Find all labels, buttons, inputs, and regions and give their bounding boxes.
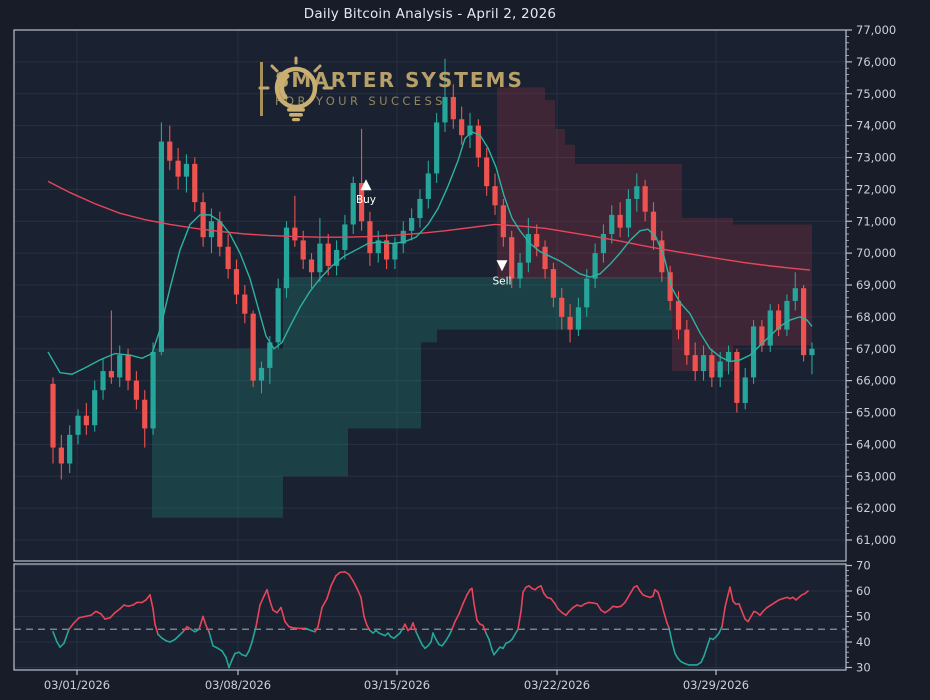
chart-title: Daily Bitcoin Analysis - April 2, 2026 [303,6,557,22]
buy-marker: Buy [356,179,376,206]
oscillator-line [52,571,809,669]
lightbulb-icon [258,56,334,122]
date-tick-label: 03/15/2026 [364,678,430,692]
price-panel-border [13,29,847,562]
sell-label: Sell [493,275,512,287]
buy-triangle-icon [360,179,372,191]
price-tick-label: 76,000 [856,55,896,69]
price-tick-label: 72,000 [856,182,896,196]
price-tick-label: 66,000 [856,374,896,388]
price-tick-label: 73,000 [856,151,896,165]
price-tick-label: 77,000 [856,23,896,37]
price-tick-label: 65,000 [856,406,896,420]
date-axis: 03/01/2026 03/08/2026 03/15/2026 03/22/2026… [44,670,749,692]
price-tick-label: 69,000 [856,278,896,292]
price-tick-label: 68,000 [856,310,896,324]
price-tick-label: 63,000 [856,469,896,483]
logo-tagline: FOR YOUR SUCCESS [275,94,446,108]
oscillator-tick-label: 60 [856,584,871,598]
price-tick-label: 64,000 [856,437,896,451]
ema-line [47,131,813,375]
price-tick-label: 67,000 [856,342,896,356]
price-tick-label: 71,000 [856,214,896,228]
logo-brand: SMARTER SYSTEMS [275,68,524,92]
price-tick-label: 61,000 [856,533,896,547]
price-tick-label: 75,000 [856,87,896,101]
date-tick-label: 03/29/2026 [683,678,749,692]
price-tick-label: 62,000 [856,501,896,515]
date-tick-label: 03/22/2026 [524,678,590,692]
price-axis: 61,000 62,000 63,000 64,000 65,000 66,000 67,0… [846,23,896,547]
buy-label: Buy [356,194,376,206]
candles [50,58,815,480]
sell-triangle-icon [496,260,508,272]
date-tick-label: 03/01/2026 [44,678,110,692]
oscillator-tick-label: 70 [856,559,871,573]
price-panel [14,30,846,561]
price-tick-label: 74,000 [856,119,896,133]
oscillator-tick-label: 40 [856,635,871,649]
sell-marker: Sell [493,260,512,287]
oscillator-tick-label: 30 [856,661,871,675]
oscillator-axis: 30 40 50 60 70 [846,559,871,675]
price-tick-label: 70,000 [856,246,896,260]
oscillator-tick-label: 50 [856,610,871,624]
bullish-zone [152,277,672,518]
sma-line [47,180,811,271]
watermark-logo: SMARTER SYSTEMS FOR YOUR SUCCESS [252,56,572,122]
date-tick-label: 03/08/2026 [205,678,271,692]
